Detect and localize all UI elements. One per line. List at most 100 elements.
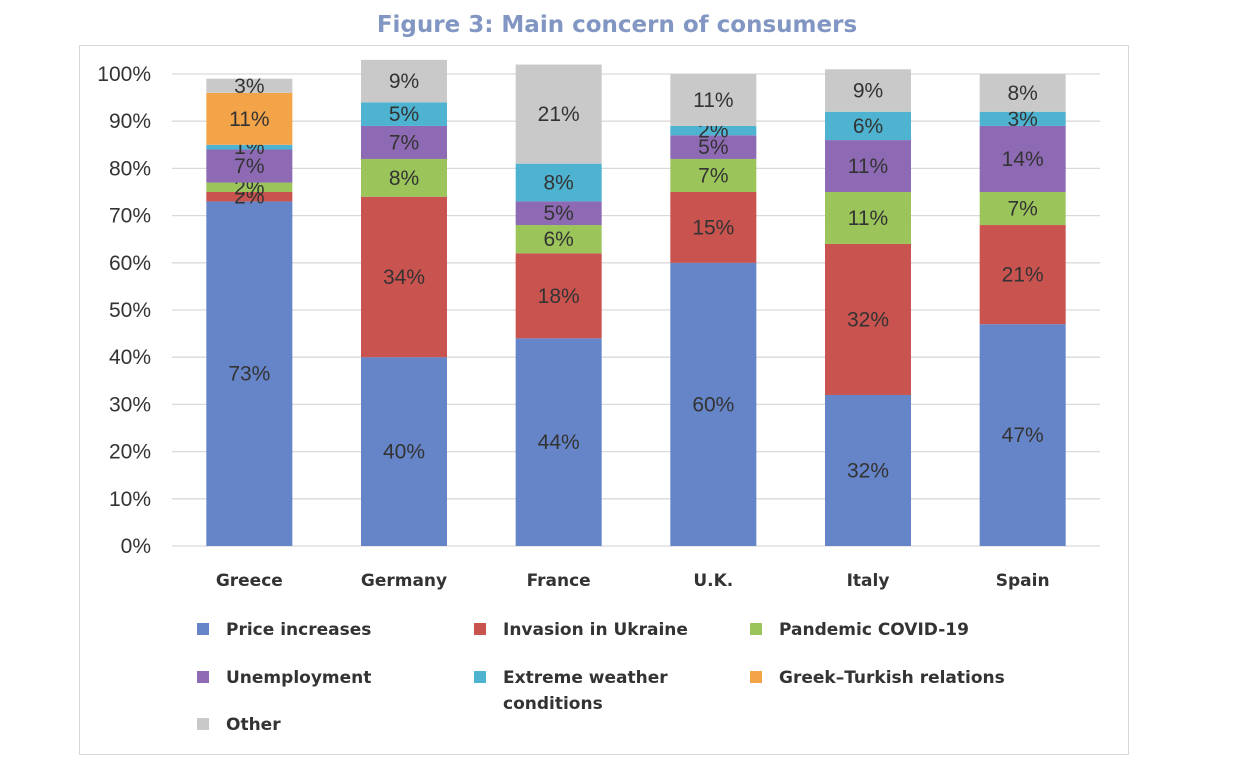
data-label: 5% [698, 136, 728, 159]
legend-label: Greek–Turkish relations [779, 668, 1005, 688]
bar-segment [361, 158, 447, 197]
bar-segment [206, 92, 293, 145]
bar-segment [206, 201, 293, 546]
data-label: 5% [543, 202, 573, 225]
bar-segment [825, 69, 911, 112]
bar-segment [206, 149, 293, 183]
legend-swatch [474, 671, 486, 683]
bar-segment [979, 324, 1066, 546]
bar-segment [825, 111, 911, 141]
legend-label: Extreme weather [503, 668, 668, 688]
data-label: 6% [543, 228, 573, 251]
bar-segment [206, 182, 293, 192]
bar-segment [361, 196, 447, 358]
bar-segment [515, 201, 602, 226]
data-label: 3% [1007, 108, 1037, 131]
data-label: 11% [693, 89, 733, 112]
data-label: 6% [853, 115, 883, 138]
data-label: 60% [692, 393, 734, 416]
data-label: 18% [538, 285, 580, 308]
data-label: 21% [1002, 264, 1044, 287]
category-label: Italy [847, 571, 890, 591]
data-label: 34% [383, 266, 425, 289]
data-label: 11% [848, 207, 888, 230]
stacked-bar-chart: 0%10%20%30%40%50%60%70%80%90%100%73%2%2%… [97, 59, 1100, 735]
y-tick-label: 40% [109, 346, 151, 369]
category-label: Spain [996, 571, 1050, 591]
bar-segment [670, 262, 757, 546]
legend-label: Other [226, 715, 281, 735]
category-label: Greece [216, 571, 283, 591]
legend-label: Invasion in Ukraine [503, 620, 688, 640]
data-label: 7% [1007, 198, 1037, 221]
chart-frame [79, 45, 1129, 755]
bar-segment [979, 74, 1066, 112]
legend-swatch [197, 718, 209, 730]
y-tick-label: 90% [109, 110, 151, 133]
y-tick-label: 30% [109, 393, 151, 416]
data-label: 11% [848, 155, 888, 178]
chart-title: Figure 3: Main concern of consumers [376, 12, 858, 38]
data-label: 9% [389, 70, 419, 93]
bar-segment [206, 192, 293, 202]
bar-segment [670, 74, 757, 126]
data-label: 7% [698, 164, 728, 187]
y-tick-label: 10% [109, 488, 151, 511]
legend-label: Price increases [226, 620, 371, 640]
bar-segment [825, 192, 911, 244]
bar-segment [206, 144, 293, 150]
y-tick-label: 20% [109, 441, 151, 464]
y-tick-label: 0% [121, 535, 151, 558]
bar-segment [361, 59, 447, 103]
category-label: U.K. [693, 571, 733, 591]
data-label: 40% [383, 441, 425, 464]
bar-segment [979, 111, 1066, 126]
data-label: 73% [228, 363, 270, 386]
data-label: 8% [389, 167, 419, 190]
legend-label: Pandemic COVID-19 [779, 620, 969, 640]
data-label: 21% [538, 103, 580, 126]
bar-segment [515, 253, 602, 339]
legend-label: Unemployment [226, 668, 371, 688]
legend-label: conditions [503, 694, 603, 714]
data-label: 32% [847, 308, 889, 331]
data-label: 44% [538, 431, 580, 454]
bar-segment [361, 125, 447, 159]
data-label: 14% [1002, 148, 1044, 171]
bar-segment [361, 102, 447, 126]
legend-swatch [474, 623, 486, 635]
data-label: 47% [1002, 424, 1044, 447]
data-label: 7% [234, 155, 264, 178]
bar-segment [206, 78, 293, 93]
data-label: 8% [543, 172, 573, 195]
data-label: 3% [234, 75, 264, 98]
bar-segment [670, 125, 757, 136]
bar-segment [825, 243, 911, 395]
data-label: 5% [389, 103, 419, 126]
bar-segment [515, 163, 602, 202]
data-label: 7% [389, 131, 419, 154]
bar-segment [515, 225, 602, 254]
data-label: 32% [847, 459, 889, 482]
bar-segment [515, 338, 602, 546]
bar-segment [515, 64, 602, 164]
bar-segment [670, 158, 757, 192]
y-tick-label: 80% [109, 157, 151, 180]
legend-swatch [197, 671, 209, 683]
bar-segment [825, 140, 911, 192]
y-tick-label: 70% [109, 205, 151, 228]
category-label: Germany [361, 571, 447, 591]
bar-segment [979, 225, 1066, 325]
legend-swatch [750, 671, 762, 683]
data-label: 15% [692, 216, 734, 239]
legend-swatch [750, 623, 762, 635]
bar-segment [825, 394, 911, 546]
bar-segment [979, 192, 1066, 226]
y-tick-label: 100% [97, 63, 151, 86]
data-label: 8% [1007, 82, 1037, 105]
category-label: France [527, 571, 591, 591]
data-label: 9% [853, 80, 883, 103]
bar-segment [979, 125, 1066, 192]
legend-swatch [197, 623, 209, 635]
bar-segment [670, 192, 757, 263]
